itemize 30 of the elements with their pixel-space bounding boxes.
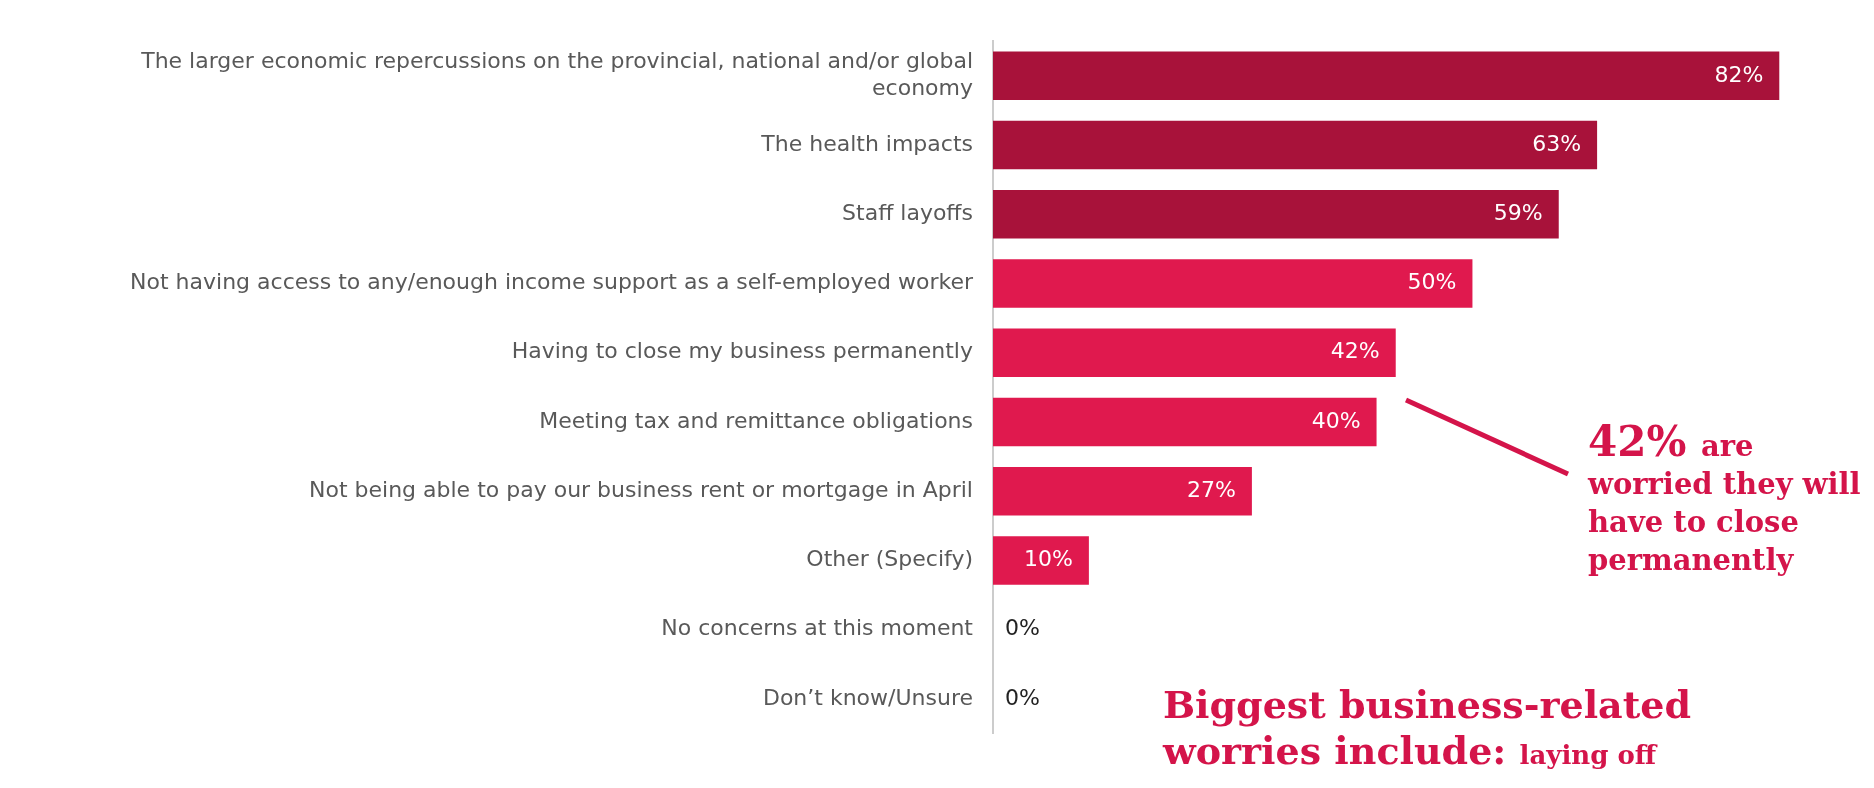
y-tick-label: Don’t know/Unsure	[762, 684, 973, 710]
data-label: 50%	[1407, 269, 1457, 295]
data-label: 0%	[1005, 684, 1040, 710]
y-tick-label: Staff layoffs	[842, 200, 973, 226]
bar	[993, 536, 1089, 585]
data-label: 40%	[1311, 407, 1361, 433]
y-tick-label: Meeting tax and remittance obligations	[539, 407, 973, 433]
data-label: 59%	[1493, 200, 1543, 226]
data-label: 10%	[1023, 546, 1073, 572]
y-tick-label: Having to close my business permanently	[511, 338, 973, 364]
y-tick-label: No concerns at this moment	[661, 615, 974, 641]
data-label: 0%	[1005, 615, 1040, 641]
bar	[993, 259, 1473, 308]
y-tick-label: Other (Specify)	[806, 546, 973, 572]
bar	[993, 467, 1252, 516]
data-label: 63%	[1532, 130, 1582, 156]
y-tick-label: The health impacts	[760, 130, 973, 156]
data-label: 42%	[1330, 338, 1380, 364]
annotation: Biggest business-related worries include: laying off	[1162, 682, 1691, 773]
annotation: 42% are worried they will have to close permanently	[1587, 417, 1861, 577]
y-tick-label: Not having access to any/enough income support as a self-employed worker	[130, 269, 974, 295]
y-tick-label: The larger economic repercussions on the provincial, national and/or global economy	[140, 48, 973, 100]
bar	[993, 328, 1396, 378]
bar	[993, 397, 1377, 447]
bar	[993, 51, 1780, 101]
y-tick-label: Not being able to pay our business rent or mortgage in April	[309, 476, 973, 502]
bar	[993, 190, 1559, 239]
data-label: 82%	[1714, 61, 1764, 87]
bar	[993, 120, 1598, 170]
data-label: 27%	[1186, 476, 1236, 502]
